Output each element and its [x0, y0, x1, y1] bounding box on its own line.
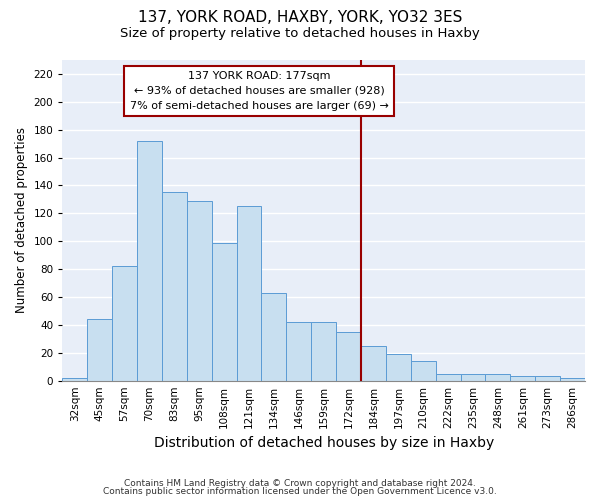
Text: Size of property relative to detached houses in Haxby: Size of property relative to detached ho…	[120, 28, 480, 40]
Bar	[535, 376, 560, 380]
Bar	[87, 320, 112, 380]
Bar	[137, 141, 162, 380]
Text: Contains public sector information licensed under the Open Government Licence v3: Contains public sector information licen…	[103, 487, 497, 496]
Bar	[361, 346, 386, 380]
Bar	[485, 374, 511, 380]
Text: 137, YORK ROAD, HAXBY, YORK, YO32 3ES: 137, YORK ROAD, HAXBY, YORK, YO32 3ES	[138, 10, 462, 25]
Text: Contains HM Land Registry data © Crown copyright and database right 2024.: Contains HM Land Registry data © Crown c…	[124, 478, 476, 488]
Bar	[286, 322, 311, 380]
Bar	[187, 201, 212, 380]
Bar	[311, 322, 336, 380]
Bar	[461, 374, 485, 380]
Bar	[236, 206, 262, 380]
Bar	[162, 192, 187, 380]
Bar	[336, 332, 361, 380]
Bar	[62, 378, 87, 380]
Y-axis label: Number of detached properties: Number of detached properties	[15, 128, 28, 314]
Bar	[511, 376, 535, 380]
Bar	[411, 361, 436, 380]
Bar	[262, 293, 286, 380]
Bar	[112, 266, 137, 380]
Bar	[386, 354, 411, 380]
Text: 137 YORK ROAD: 177sqm
← 93% of detached houses are smaller (928)
7% of semi-deta: 137 YORK ROAD: 177sqm ← 93% of detached …	[130, 71, 388, 111]
Bar	[212, 242, 236, 380]
Bar	[560, 378, 585, 380]
X-axis label: Distribution of detached houses by size in Haxby: Distribution of detached houses by size …	[154, 436, 494, 450]
Bar	[436, 374, 461, 380]
